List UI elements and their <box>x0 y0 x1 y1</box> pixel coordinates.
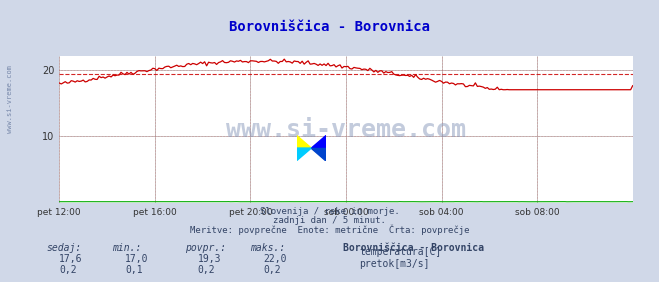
Text: zadnji dan / 5 minut.: zadnji dan / 5 minut. <box>273 216 386 225</box>
Text: www.si-vreme.com: www.si-vreme.com <box>226 118 466 142</box>
Text: 17,6: 17,6 <box>59 254 83 264</box>
Polygon shape <box>312 135 326 148</box>
Text: pretok[m3/s]: pretok[m3/s] <box>359 259 430 269</box>
Text: Borovniščica - Borovnica: Borovniščica - Borovnica <box>229 20 430 34</box>
Text: 0,2: 0,2 <box>198 265 215 275</box>
Text: 0,2: 0,2 <box>59 265 77 275</box>
Text: www.si-vreme.com: www.si-vreme.com <box>7 65 13 133</box>
Text: povpr.:: povpr.: <box>185 243 225 252</box>
Text: 22,0: 22,0 <box>264 254 287 264</box>
Text: 17,0: 17,0 <box>125 254 149 264</box>
Polygon shape <box>312 148 326 161</box>
Text: temperatura[C]: temperatura[C] <box>359 247 442 257</box>
Text: 19,3: 19,3 <box>198 254 221 264</box>
Text: Meritve: povprečne  Enote: metrične  Črta: povprečje: Meritve: povprečne Enote: metrične Črta:… <box>190 224 469 235</box>
Text: sedaj:: sedaj: <box>46 243 81 252</box>
Text: 0,2: 0,2 <box>264 265 281 275</box>
Text: Slovenija / reke in morje.: Slovenija / reke in morje. <box>260 207 399 216</box>
Polygon shape <box>297 148 312 161</box>
Text: maks.:: maks.: <box>250 243 285 252</box>
Text: min.:: min.: <box>112 243 142 252</box>
Polygon shape <box>297 135 312 148</box>
Text: 0,1: 0,1 <box>125 265 143 275</box>
Text: Borovniščica - Borovnica: Borovniščica - Borovnica <box>343 243 484 252</box>
